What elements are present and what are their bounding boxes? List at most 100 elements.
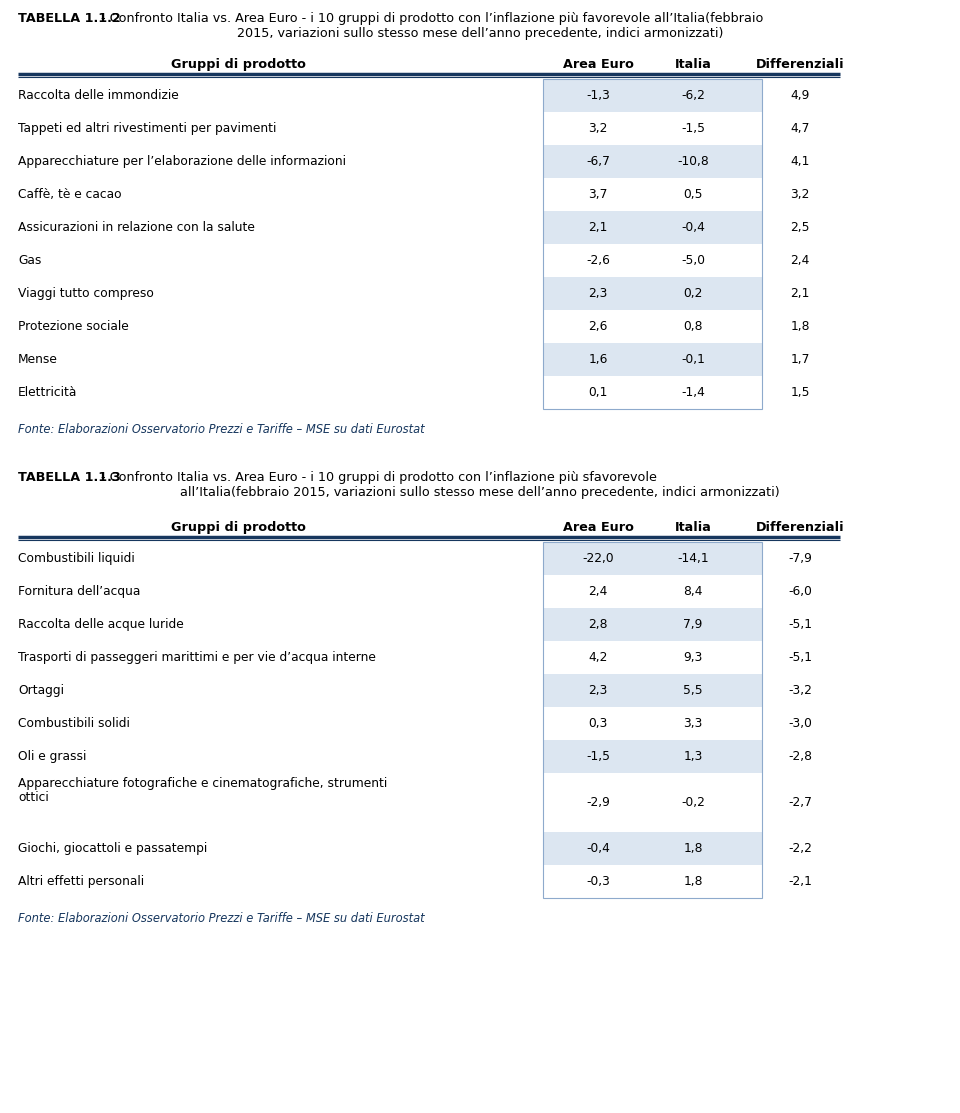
Text: Differenziali: Differenziali <box>756 521 844 534</box>
Text: Oli e grassi: Oli e grassi <box>18 750 86 764</box>
Text: - Confronto Italia vs. Area Euro - i 10 gruppi di prodotto con l’inflazione più : - Confronto Italia vs. Area Euro - i 10 … <box>97 471 657 484</box>
Text: 2,8: 2,8 <box>588 618 608 631</box>
Text: -6,2: -6,2 <box>681 89 705 102</box>
Text: 2,3: 2,3 <box>588 287 608 301</box>
Text: 2015, variazioni sullo stesso mese dell’anno precedente, indici armonizzati): 2015, variazioni sullo stesso mese dell’… <box>237 27 723 40</box>
Text: -0,3: -0,3 <box>586 876 610 888</box>
Text: 1,6: 1,6 <box>588 353 608 366</box>
Bar <box>543 542 762 575</box>
Text: Italia: Italia <box>675 521 711 534</box>
Text: -6,7: -6,7 <box>586 155 610 168</box>
Text: -2,8: -2,8 <box>788 750 812 764</box>
Text: -1,4: -1,4 <box>681 386 705 398</box>
Text: Trasporti di passeggeri marittimi e per vie d’acqua interne: Trasporti di passeggeri marittimi e per … <box>18 651 376 664</box>
Text: 8,4: 8,4 <box>684 585 703 598</box>
Text: Italia: Italia <box>675 58 711 71</box>
Bar <box>543 79 762 408</box>
Bar <box>543 211 762 244</box>
Bar <box>543 740 762 774</box>
Text: 1,5: 1,5 <box>790 386 809 398</box>
Bar <box>543 145 762 178</box>
Bar <box>543 79 762 112</box>
Text: -22,0: -22,0 <box>582 552 613 565</box>
Text: -2,9: -2,9 <box>586 796 610 809</box>
Bar <box>543 674 762 707</box>
Text: Protezione sociale: Protezione sociale <box>18 321 129 333</box>
Text: 2,6: 2,6 <box>588 321 608 333</box>
Text: -6,0: -6,0 <box>788 585 812 598</box>
Bar <box>543 542 762 898</box>
Text: 2,5: 2,5 <box>790 221 809 234</box>
Text: 2,4: 2,4 <box>588 585 608 598</box>
Text: -0,2: -0,2 <box>681 796 705 809</box>
Bar <box>543 244 762 277</box>
Text: Mense: Mense <box>18 353 58 366</box>
Text: Elettricità: Elettricità <box>18 386 78 398</box>
Text: 0,8: 0,8 <box>684 321 703 333</box>
Text: -3,2: -3,2 <box>788 684 812 697</box>
Text: Giochi, giocattoli e passatempi: Giochi, giocattoli e passatempi <box>18 843 207 856</box>
Bar <box>543 376 762 408</box>
Text: -14,1: -14,1 <box>677 552 708 565</box>
Text: -2,7: -2,7 <box>788 796 812 809</box>
Text: 1,7: 1,7 <box>790 353 809 366</box>
Text: 0,2: 0,2 <box>684 287 703 301</box>
Text: 3,3: 3,3 <box>684 717 703 730</box>
Text: Area Euro: Area Euro <box>563 58 634 71</box>
Bar <box>543 641 762 674</box>
Text: Apparecchiature per l’elaborazione delle informazioni: Apparecchiature per l’elaborazione delle… <box>18 155 346 168</box>
Text: Ortaggi: Ortaggi <box>18 684 64 697</box>
Text: 3,2: 3,2 <box>588 122 608 135</box>
Text: -1,5: -1,5 <box>586 750 610 764</box>
Text: Raccolta delle immondizie: Raccolta delle immondizie <box>18 89 179 102</box>
Text: 1,3: 1,3 <box>684 750 703 764</box>
Text: 5,5: 5,5 <box>684 684 703 697</box>
Text: Raccolta delle acque luride: Raccolta delle acque luride <box>18 618 183 631</box>
Text: TABELLA 1.1.2: TABELLA 1.1.2 <box>18 12 121 24</box>
Text: 3,7: 3,7 <box>588 188 608 201</box>
Text: 9,3: 9,3 <box>684 651 703 664</box>
Text: -2,1: -2,1 <box>788 876 812 888</box>
Bar <box>543 343 762 376</box>
Text: 2,4: 2,4 <box>790 254 809 267</box>
Text: -2,6: -2,6 <box>586 254 610 267</box>
Text: Gruppi di prodotto: Gruppi di prodotto <box>171 521 305 534</box>
Text: -0,4: -0,4 <box>681 221 705 234</box>
Text: TABELLA 1.1.3: TABELLA 1.1.3 <box>18 471 121 484</box>
Text: -0,4: -0,4 <box>586 843 610 856</box>
Text: 1,8: 1,8 <box>790 321 809 333</box>
Text: 0,5: 0,5 <box>684 188 703 201</box>
Text: Fonte: Elaborazioni Osservatorio Prezzi e Tariffe – MSE su dati Eurostat: Fonte: Elaborazioni Osservatorio Prezzi … <box>18 423 424 436</box>
Text: 1,8: 1,8 <box>684 876 703 888</box>
Bar <box>543 866 762 898</box>
Text: Gas: Gas <box>18 254 41 267</box>
Text: 2,1: 2,1 <box>790 287 809 301</box>
Text: - Confronto Italia vs. Area Euro - i 10 gruppi di prodotto con l’inflazione più : - Confronto Italia vs. Area Euro - i 10 … <box>97 12 763 24</box>
Text: Caffè, tè e cacao: Caffè, tè e cacao <box>18 188 122 201</box>
Text: 4,9: 4,9 <box>790 89 809 102</box>
Text: Combustibili solidi: Combustibili solidi <box>18 717 130 730</box>
Text: -3,0: -3,0 <box>788 717 812 730</box>
Bar <box>543 311 762 343</box>
Text: -7,9: -7,9 <box>788 552 812 565</box>
Text: -10,8: -10,8 <box>677 155 708 168</box>
Text: -5,1: -5,1 <box>788 618 812 631</box>
Text: all’Italia(febbraio 2015, variazioni sullo stesso mese dell’anno precedente, ind: all’Italia(febbraio 2015, variazioni sul… <box>180 486 780 499</box>
Text: 2,1: 2,1 <box>588 221 608 234</box>
Text: 0,3: 0,3 <box>588 717 608 730</box>
Text: Differenziali: Differenziali <box>756 58 844 71</box>
Bar <box>543 277 762 311</box>
Text: Assicurazioni in relazione con la salute: Assicurazioni in relazione con la salute <box>18 221 254 234</box>
Text: 4,7: 4,7 <box>790 122 809 135</box>
Text: 4,2: 4,2 <box>588 651 608 664</box>
Text: 0,1: 0,1 <box>588 386 608 398</box>
Bar <box>543 178 762 211</box>
Text: Combustibili liquidi: Combustibili liquidi <box>18 552 134 565</box>
Bar <box>543 833 762 866</box>
Bar <box>543 707 762 740</box>
Text: -1,5: -1,5 <box>681 122 705 135</box>
Text: 4,1: 4,1 <box>790 155 809 168</box>
Text: Fonte: Elaborazioni Osservatorio Prezzi e Tariffe – MSE su dati Eurostat: Fonte: Elaborazioni Osservatorio Prezzi … <box>18 913 424 925</box>
Text: Tappeti ed altri rivestimenti per pavimenti: Tappeti ed altri rivestimenti per pavime… <box>18 122 276 135</box>
Bar <box>543 608 762 641</box>
